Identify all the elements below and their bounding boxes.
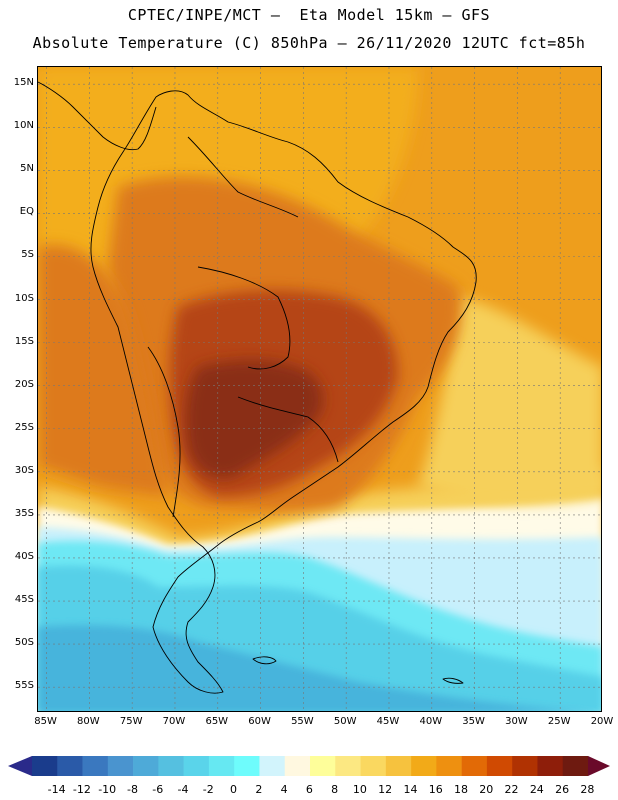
- lon-label: 85W: [34, 716, 57, 727]
- color-scale-label: -12: [72, 783, 91, 796]
- color-scale-label: 0: [230, 783, 238, 796]
- lat-label: 15N: [13, 77, 34, 89]
- color-scale-label: 8: [331, 783, 339, 796]
- color-swatch: [107, 756, 134, 776]
- lat-label: 20S: [14, 378, 34, 390]
- color-swatch: [360, 756, 387, 776]
- color-scale-label: 22: [504, 783, 519, 796]
- color-scale-label: 24: [529, 783, 544, 796]
- color-swatch: [461, 756, 488, 776]
- field-very-hot-core: [185, 360, 323, 478]
- color-scale-label: 26: [555, 783, 570, 796]
- lat-label: 35S: [14, 507, 34, 519]
- color-scale-bar: [8, 756, 610, 776]
- color-scale-label: 18: [454, 783, 468, 796]
- color-scale-right-arrow: [588, 756, 610, 776]
- coastlines: [38, 81, 477, 694]
- field-orange-pacific: [38, 245, 168, 497]
- temperature-field: [38, 67, 601, 711]
- lon-label: 65W: [205, 716, 229, 727]
- lon-label: 75W: [119, 716, 143, 727]
- color-swatch: [183, 756, 210, 776]
- color-swatch: [486, 756, 513, 776]
- lat-label: 5S: [21, 249, 34, 261]
- lon-label: 20W: [590, 716, 614, 727]
- border-andes: [147, 346, 181, 518]
- falklands: [252, 656, 277, 665]
- color-swatch: [32, 756, 58, 776]
- color-scale-label: -10: [98, 783, 117, 796]
- border-brazil-west: [197, 266, 291, 370]
- color-scale-label: 16: [428, 783, 443, 796]
- color-swatch: [158, 756, 184, 776]
- map-panel[interactable]: [37, 66, 602, 712]
- lat-label: 10S: [14, 292, 34, 304]
- lat-label: 40S: [14, 550, 34, 562]
- lon-label: 35W: [462, 716, 485, 727]
- field-yellow-atlantic: [418, 297, 601, 504]
- lon-label: 70W: [162, 716, 186, 727]
- color-scale-swatches: [32, 756, 589, 776]
- title-line-2: Absolute Temperature (C) 850hPa – 26/11/…: [32, 34, 586, 52]
- color-scale-label: -6: [152, 783, 164, 796]
- lat-label: 55S: [14, 680, 34, 692]
- color-swatch: [562, 756, 589, 776]
- color-scale-label: -4: [177, 783, 189, 796]
- temperature-map: [38, 67, 601, 711]
- color-swatch: [512, 756, 538, 776]
- color-scale-left-arrow: [8, 756, 32, 776]
- lon-label: 45W: [376, 716, 400, 727]
- color-scale-label: 6: [305, 783, 313, 796]
- lon-label: 50W: [333, 716, 357, 727]
- color-scale-label: 2: [255, 783, 263, 796]
- color-swatch: [82, 756, 109, 776]
- graticule: [38, 67, 601, 711]
- lon-label: 80W: [77, 716, 100, 727]
- color-scale-label: 28: [580, 783, 595, 796]
- color-scale-label: -8: [126, 783, 138, 796]
- field-blue-band: [38, 625, 577, 711]
- color-swatch: [385, 756, 412, 776]
- lon-label: 30W: [505, 716, 528, 727]
- color-swatch: [310, 756, 336, 776]
- border-north: [187, 136, 299, 218]
- color-scale-label: 4: [280, 783, 288, 796]
- border-brazil-south: [237, 396, 339, 463]
- lon-label: 40W: [419, 716, 443, 727]
- color-scale-label: 20: [479, 783, 494, 796]
- central-america-outline: [38, 81, 157, 151]
- lat-label: 10N: [13, 120, 34, 132]
- color-swatch: [537, 756, 564, 776]
- color-scale-label: 14: [403, 783, 418, 796]
- title-line-1: CPTEC/INPE/MCT – Eta Model 15km – GFS: [127, 6, 491, 24]
- lat-label: 45S: [14, 594, 34, 606]
- color-swatch: [57, 756, 83, 776]
- lat-label: 15S: [14, 335, 34, 347]
- south-america-outline: [90, 90, 477, 694]
- color-swatch: [436, 756, 462, 776]
- color-swatch: [208, 756, 235, 776]
- south-georgia: [442, 677, 464, 684]
- color-scale-label: 10: [352, 783, 367, 796]
- lon-label: 60W: [248, 716, 271, 727]
- color-swatch: [234, 756, 260, 776]
- color-scale-label: -2: [202, 783, 214, 796]
- color-scale-label: -14: [47, 783, 66, 796]
- color-swatch: [259, 756, 286, 776]
- color-swatch: [335, 756, 361, 776]
- lat-label: 30S: [14, 464, 34, 476]
- lat-label: 25S: [14, 421, 34, 433]
- lon-label: 55W: [291, 716, 314, 727]
- color-scale-label: 12: [378, 783, 393, 796]
- color-swatch: [284, 756, 311, 776]
- color-swatch: [411, 756, 437, 776]
- color-swatch: [133, 756, 159, 776]
- lon-label: 25W: [547, 716, 571, 727]
- lat-label: 50S: [14, 637, 34, 649]
- lat-label: EQ: [19, 206, 34, 218]
- lat-label: 5N: [20, 163, 34, 175]
